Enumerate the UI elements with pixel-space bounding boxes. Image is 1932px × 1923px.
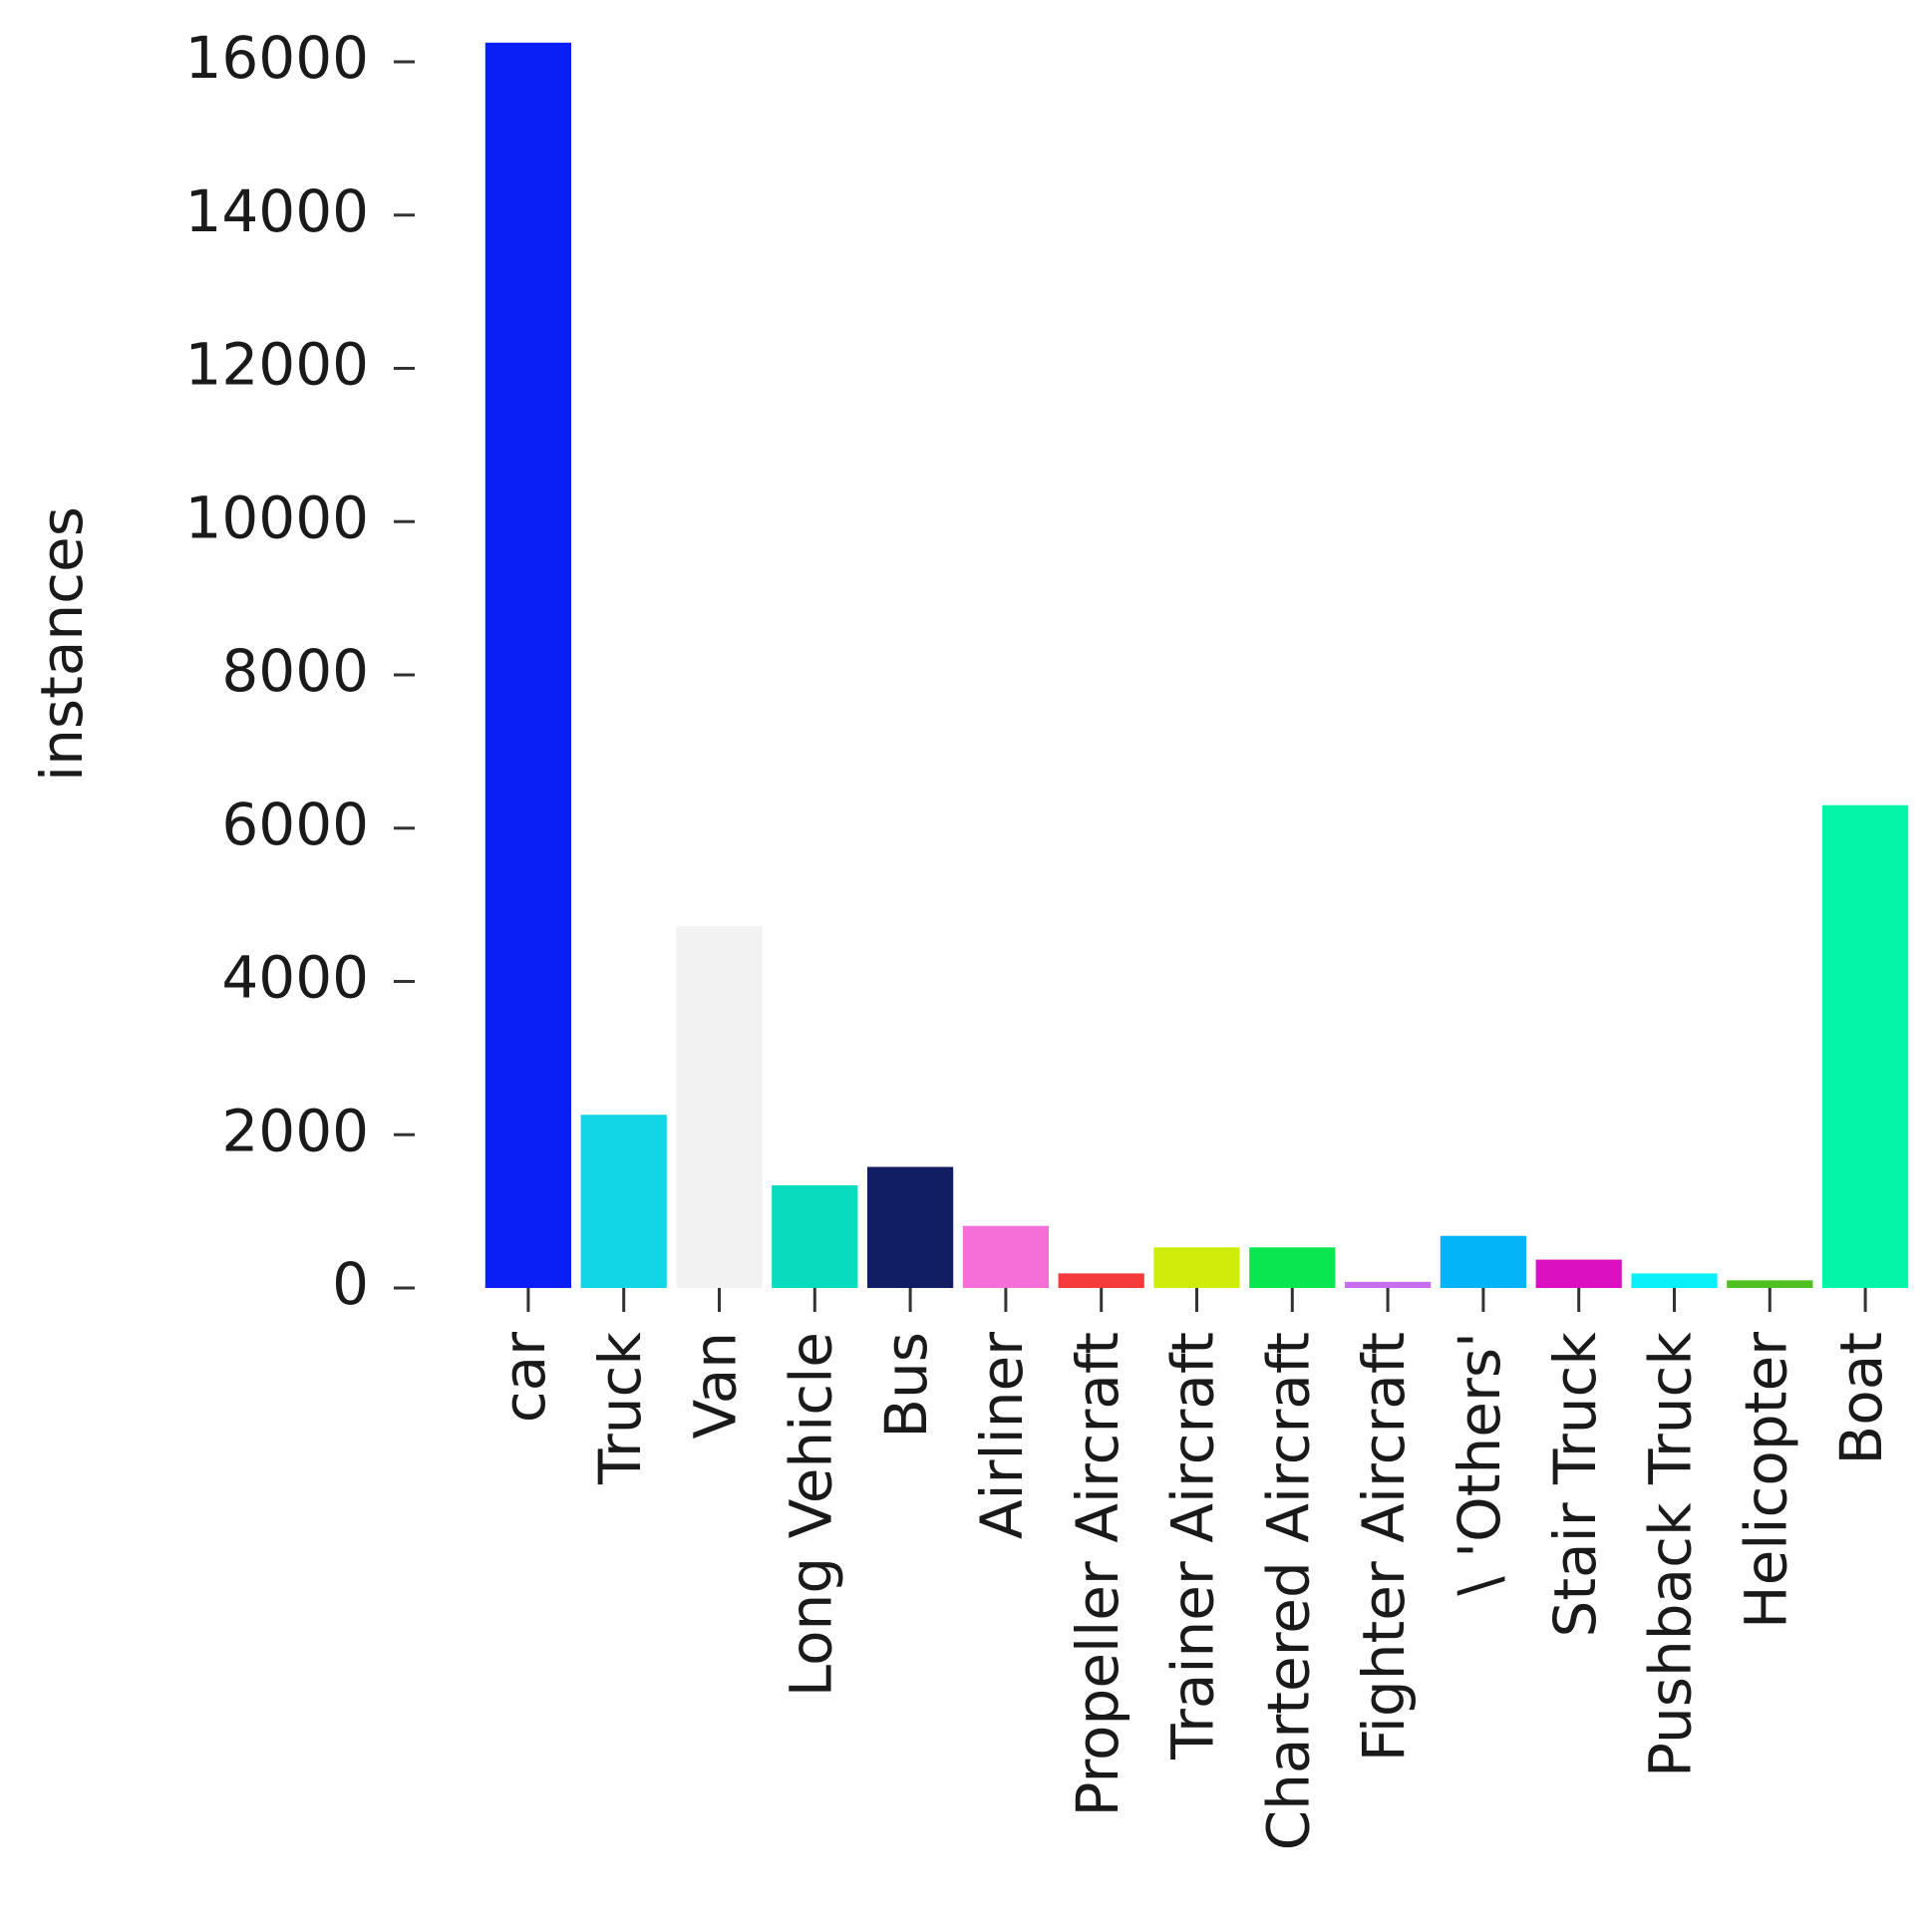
bar: [772, 1184, 858, 1288]
y-tick-label: 4000: [221, 944, 369, 1012]
bar: [580, 1115, 667, 1288]
bar: [1058, 1273, 1144, 1288]
x-tick-label: car: [490, 1332, 558, 1423]
bar: [866, 1166, 954, 1288]
bar: [1344, 1281, 1432, 1288]
x-tick-label: Truck: [586, 1332, 654, 1485]
x-tick-label: Propeller Aircraft: [1064, 1332, 1131, 1817]
bar: [1727, 1280, 1813, 1288]
x-tick-label: \ 'Others': [1446, 1332, 1513, 1596]
bar: [1631, 1273, 1718, 1288]
y-tick-label: 12000: [184, 331, 369, 399]
bar: [1153, 1247, 1240, 1288]
x-tick-label: Stair Truck: [1541, 1332, 1609, 1638]
x-tick-label: Long Vehicle: [777, 1332, 844, 1697]
y-tick-label: 6000: [221, 791, 369, 858]
bar: [1535, 1259, 1622, 1288]
x-tick-label: Pushback Truck: [1637, 1332, 1705, 1777]
x-tick-label: Fighter Aircraft: [1350, 1332, 1418, 1762]
x-tick-label: Airliner: [968, 1332, 1036, 1539]
bar: [1821, 804, 1909, 1288]
x-tick-label: Boat: [1827, 1332, 1895, 1465]
y-tick-label: 16000: [184, 24, 369, 92]
y-tick-label: 2000: [221, 1097, 369, 1164]
bar: [962, 1225, 1050, 1288]
x-tick-label: Bus: [872, 1332, 940, 1439]
x-tick-label: Chartered Aircraft: [1254, 1332, 1322, 1850]
x-tick-label: Helicopter: [1732, 1332, 1799, 1629]
y-tick-label: 8000: [221, 637, 369, 705]
bar: [1249, 1247, 1336, 1288]
bar: [484, 42, 572, 1288]
y-tick-label: 10000: [184, 483, 369, 551]
bar: [1440, 1235, 1527, 1288]
bar: [676, 926, 763, 1288]
y-tick-label: 0: [332, 1250, 369, 1318]
x-tick-label: Van: [682, 1332, 750, 1439]
x-tick-label: Trainer Aircraft: [1159, 1332, 1227, 1761]
y-tick-label: 14000: [184, 177, 369, 245]
y-axis-label: instances: [28, 506, 96, 782]
